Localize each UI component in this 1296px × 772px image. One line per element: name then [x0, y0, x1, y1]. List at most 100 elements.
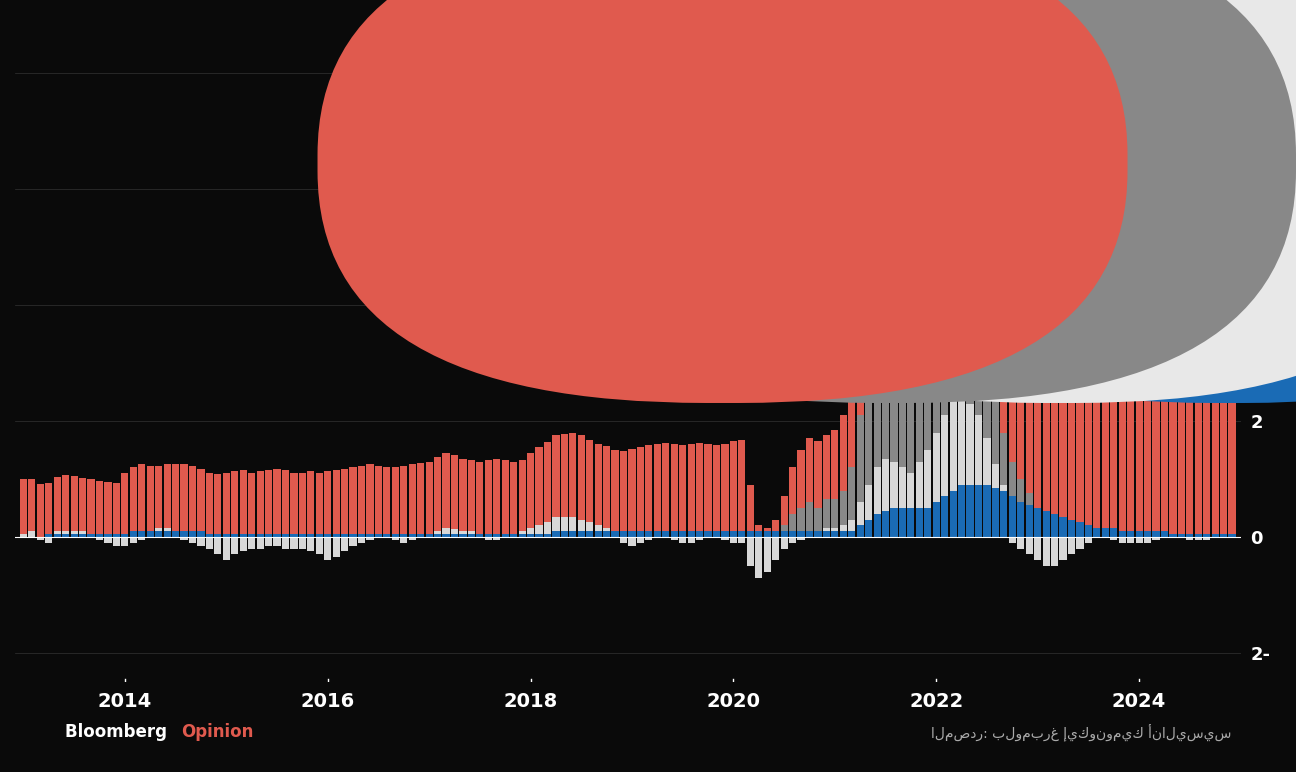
Bar — [451, 530, 457, 534]
Bar — [722, 531, 728, 537]
Bar — [180, 465, 188, 531]
Bar — [87, 479, 95, 534]
Bar — [907, 229, 915, 381]
Bar — [848, 520, 855, 531]
Bar — [756, 531, 762, 537]
Bar — [907, 508, 915, 537]
Bar — [384, 467, 390, 534]
Bar — [264, 470, 272, 534]
Bar — [933, 346, 940, 432]
Bar — [172, 531, 179, 537]
Bar — [273, 469, 281, 534]
Bar — [899, 467, 906, 508]
Bar — [883, 174, 889, 337]
Bar — [62, 534, 69, 537]
Bar — [1161, 531, 1168, 537]
Bar — [569, 516, 577, 531]
Bar — [257, 534, 263, 537]
Bar — [578, 435, 584, 520]
Bar — [1008, 462, 1016, 496]
Bar — [772, 531, 779, 537]
Bar — [130, 531, 137, 537]
Bar — [459, 534, 467, 537]
Bar — [645, 531, 652, 537]
Bar — [299, 473, 306, 534]
Bar — [975, 485, 982, 537]
Bar — [763, 528, 771, 531]
Bar — [739, 439, 745, 531]
Bar — [619, 537, 627, 543]
Bar — [670, 444, 678, 531]
Bar — [840, 531, 846, 537]
Bar — [1059, 516, 1067, 537]
Bar — [434, 457, 441, 531]
Bar — [358, 466, 365, 534]
Bar — [586, 440, 594, 523]
Bar — [789, 531, 796, 537]
Bar — [552, 516, 560, 531]
Bar — [535, 447, 543, 526]
Bar — [1042, 537, 1050, 566]
Bar — [840, 526, 846, 531]
Bar — [1152, 363, 1160, 531]
Bar — [248, 473, 255, 534]
Bar — [629, 531, 635, 537]
Bar — [1008, 235, 1016, 462]
Bar — [350, 537, 356, 546]
Bar — [502, 534, 509, 537]
Bar — [941, 496, 949, 537]
Bar — [1094, 360, 1100, 528]
Bar — [79, 534, 87, 537]
Bar — [603, 531, 610, 537]
Bar — [1034, 537, 1041, 560]
Bar — [45, 537, 52, 543]
Bar — [874, 201, 881, 351]
Bar — [1059, 537, 1067, 560]
Bar — [941, 323, 949, 415]
Bar — [586, 523, 594, 531]
Text: الغذاء: الغذاء — [1159, 154, 1205, 173]
Bar — [189, 466, 196, 531]
Bar — [1001, 490, 1007, 537]
Bar — [874, 467, 881, 514]
Bar — [518, 460, 526, 531]
Bar — [122, 534, 128, 537]
Bar — [156, 531, 162, 537]
Bar — [350, 467, 356, 534]
Bar — [299, 537, 306, 549]
Bar — [688, 537, 695, 543]
Bar — [375, 466, 382, 534]
Bar — [1077, 523, 1083, 537]
Bar — [476, 462, 483, 534]
Bar — [941, 102, 949, 323]
Bar — [197, 531, 205, 537]
Bar — [1195, 537, 1201, 540]
Bar — [864, 520, 872, 537]
Bar — [391, 467, 399, 534]
Bar — [967, 485, 973, 537]
Bar — [780, 526, 788, 531]
Bar — [619, 531, 627, 537]
Bar — [1111, 366, 1117, 528]
Bar — [1017, 537, 1024, 549]
Bar — [290, 534, 298, 537]
Bar — [739, 537, 745, 543]
Bar — [1161, 369, 1168, 531]
Bar — [991, 394, 999, 465]
Bar — [1169, 371, 1177, 534]
Bar — [130, 537, 137, 543]
Bar — [806, 438, 813, 502]
Bar — [890, 462, 898, 508]
Bar — [1001, 201, 1007, 432]
Bar — [883, 511, 889, 537]
Bar — [1118, 537, 1126, 543]
Bar — [189, 537, 196, 543]
Bar — [139, 531, 145, 537]
Bar — [823, 499, 829, 528]
Bar — [1042, 308, 1050, 511]
Bar — [1025, 279, 1033, 493]
Bar — [1017, 479, 1024, 502]
Bar — [1135, 531, 1143, 537]
Bar — [1077, 348, 1083, 523]
Bar — [1034, 300, 1041, 508]
